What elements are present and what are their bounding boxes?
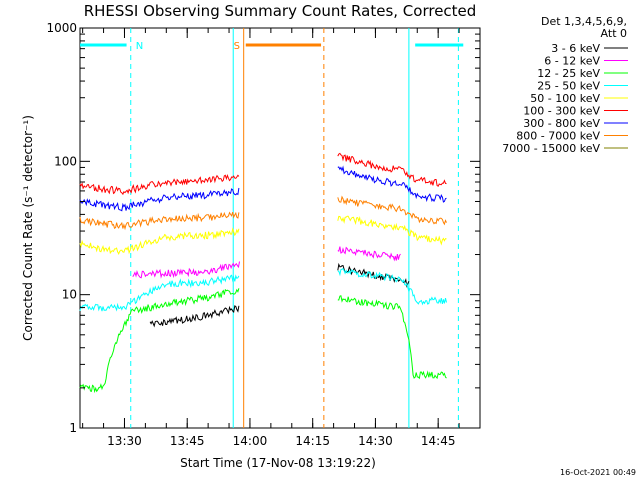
series-line bbox=[337, 295, 447, 380]
x-tick-label: 14:30 bbox=[358, 434, 393, 448]
flag-label: S bbox=[234, 41, 240, 52]
x-axis-label: Start Time (17-Nov-08 13:19:22) bbox=[180, 456, 376, 470]
legend-header: Det 1,3,4,5,6,9, bbox=[541, 15, 627, 28]
legend-entry-label: 3 - 6 keV bbox=[551, 42, 600, 55]
series-line bbox=[337, 246, 401, 262]
legend-entry-label: 800 - 7000 keV bbox=[516, 130, 600, 143]
series-line bbox=[132, 261, 240, 279]
chart-title: RHESSI Observing Summary Count Rates, Co… bbox=[84, 2, 477, 20]
series-line bbox=[337, 215, 447, 246]
series-line bbox=[79, 274, 240, 312]
legend-entry-label: 6 - 12 keV bbox=[544, 55, 600, 68]
legend-entry-label: 300 - 800 keV bbox=[523, 117, 600, 130]
x-tick-label: 13:30 bbox=[107, 434, 142, 448]
x-tick-label: 14:15 bbox=[295, 434, 330, 448]
series-line bbox=[79, 174, 240, 196]
x-tick-label: 13:45 bbox=[170, 434, 205, 448]
legend-entry-label: 7000 - 15000 keV bbox=[502, 142, 600, 155]
y-axis: 1 10 100 1000 bbox=[46, 21, 480, 435]
legend-entry-label: 50 - 100 keV bbox=[530, 92, 600, 105]
x-tick-label: 14:00 bbox=[233, 434, 268, 448]
legend-header: Att 0 bbox=[601, 27, 627, 40]
plot-frame bbox=[79, 27, 481, 429]
x-tick-label: 14:45 bbox=[421, 434, 456, 448]
legend-entry-label: 12 - 25 keV bbox=[537, 67, 600, 80]
y-axis-label: Corrected Count Rate (s⁻¹ detector⁻¹) bbox=[21, 115, 35, 341]
series-line bbox=[149, 305, 240, 328]
y-tick-label: 1000 bbox=[46, 21, 77, 35]
series-line bbox=[79, 211, 240, 231]
series-line bbox=[337, 152, 447, 187]
series-line bbox=[337, 267, 447, 306]
y-tick-label: 100 bbox=[54, 154, 77, 168]
series-line bbox=[337, 165, 447, 203]
flag-label: N bbox=[136, 41, 143, 52]
x-axis: 13:30 13:45 14:00 14:15 14:30 14:45 bbox=[82, 28, 481, 448]
series-line bbox=[79, 227, 240, 255]
series-line bbox=[79, 187, 240, 212]
legend-entry-label: 100 - 300 keV bbox=[523, 105, 600, 118]
y-tick-label: 10 bbox=[62, 288, 77, 302]
series-line bbox=[337, 262, 410, 288]
y-tick-label: 1 bbox=[69, 421, 77, 435]
legend-entry-label: 25 - 50 keV bbox=[537, 80, 600, 93]
series-line bbox=[337, 195, 447, 226]
generated-timestamp: 16-Oct-2021 00:49 bbox=[560, 468, 636, 477]
series-line bbox=[79, 288, 240, 394]
